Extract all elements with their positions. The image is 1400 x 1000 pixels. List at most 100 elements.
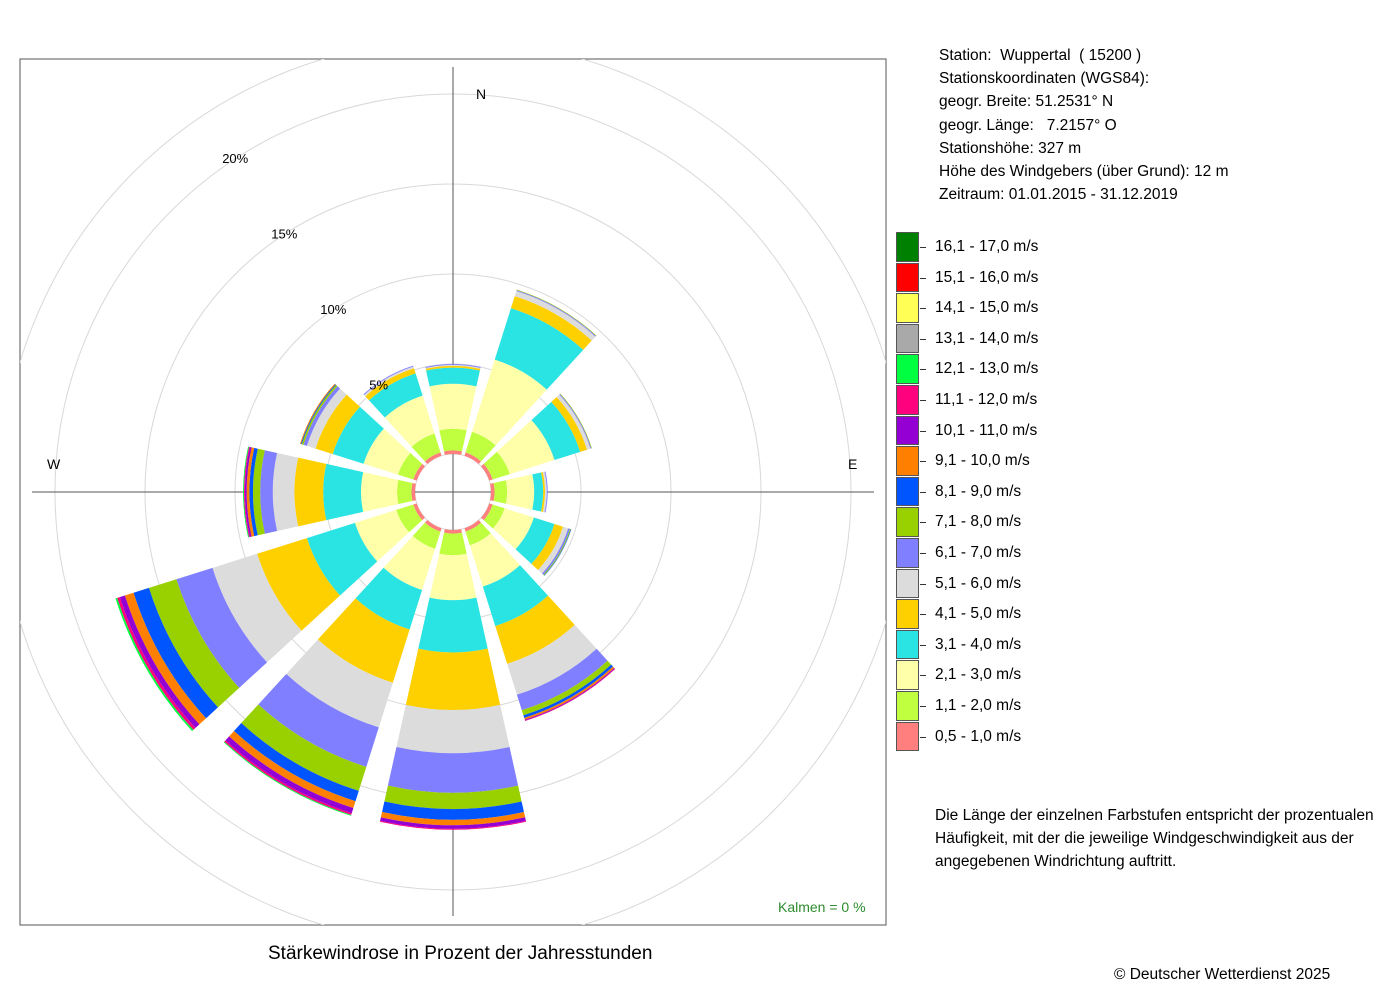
sector-band: [286, 639, 393, 728]
legend-swatch: [896, 293, 919, 323]
sector-band: [532, 472, 544, 512]
legend-swatch: [896, 629, 919, 660]
sector-band: [384, 395, 435, 447]
sector-band: [258, 673, 379, 767]
sector-band: [482, 565, 548, 627]
sector-band: [495, 595, 575, 664]
legend-tick: [920, 522, 926, 524]
compass-label-north: N: [476, 86, 486, 102]
sector-band: [472, 359, 547, 446]
legend-label: 16,1 - 17,0 m/s: [935, 238, 1039, 255]
legend-label: 9,1 - 10,0 m/s: [935, 452, 1030, 470]
sector-band: [382, 801, 524, 820]
sector-band: [315, 394, 360, 455]
sector-band: [301, 384, 338, 445]
sector-band: [229, 731, 356, 809]
sector-band: [439, 428, 467, 452]
sector-band: [365, 368, 416, 401]
sector-band: [515, 517, 555, 564]
legend-swatch: [896, 476, 919, 507]
sector-240: [115, 503, 425, 732]
ring-label: 15%: [271, 227, 297, 242]
sector-band: [249, 447, 258, 537]
sector-band: [464, 452, 482, 464]
sector-band: [212, 553, 302, 663]
legend-tick: [920, 461, 926, 463]
sector-band: [360, 472, 399, 512]
sector-band: [444, 450, 462, 455]
sector-band: [380, 812, 526, 826]
station-line: Stationskoordinaten (WGS84):: [939, 70, 1150, 88]
sector-band: [380, 817, 526, 829]
sector-band: [241, 704, 367, 791]
sector-band: [233, 723, 359, 802]
legend-swatch: [896, 690, 919, 721]
sector-band: [505, 474, 535, 510]
sector-band: [397, 452, 423, 480]
sector-band: [272, 453, 299, 531]
sector-210: [223, 520, 442, 816]
legend-label: 13,1 - 14,0 m/s: [935, 329, 1039, 347]
legend-swatch: [896, 354, 919, 384]
sector-band: [521, 660, 612, 716]
legend-swatch: [896, 446, 919, 476]
legend-swatch: [896, 721, 919, 752]
sector-band: [483, 504, 505, 529]
sector-band: [225, 736, 354, 814]
sector-band: [119, 595, 200, 729]
sector-band: [306, 388, 347, 449]
sector-band: [294, 457, 327, 527]
sector-band: [384, 785, 522, 810]
sector-band: [465, 522, 491, 546]
compass-label-west: W: [47, 456, 61, 472]
legend-tick: [920, 247, 926, 248]
sector-band: [424, 520, 442, 532]
ring-label: 10%: [320, 302, 346, 317]
sector-band: [481, 463, 493, 481]
sector-band: [354, 509, 410, 562]
sector-30: [464, 289, 597, 464]
legend-label: 6,1 - 7,0 m/s: [935, 543, 1022, 561]
ring-label: 20%: [222, 151, 248, 166]
legend-swatch: [896, 568, 919, 599]
sector-band: [397, 479, 413, 505]
sector-band: [523, 664, 614, 718]
sector-band: [405, 648, 501, 710]
station-line: Höhe des Windgebers (über Grund): 12 m: [939, 163, 1229, 181]
sector-band: [244, 446, 252, 538]
sector-band: [413, 463, 425, 481]
sector-180: [379, 529, 527, 830]
legend-swatch: [896, 323, 919, 354]
legend-tick: [920, 552, 926, 554]
sector-band: [425, 363, 481, 368]
legend-tick: [920, 614, 926, 616]
sector-band: [531, 524, 564, 570]
sector-band: [413, 503, 425, 521]
sector-band: [418, 597, 488, 653]
compass-label-east: E: [848, 456, 857, 472]
legend-swatch: [896, 507, 919, 537]
sector-band: [426, 367, 480, 387]
legend-swatch: [896, 232, 919, 262]
sector-band: [469, 533, 521, 587]
sector-0: [425, 363, 481, 455]
sector-60: [481, 393, 592, 481]
legend-label: 11,1 - 12,0 m/s: [935, 390, 1038, 408]
note-line: angegebenen Windrichtung auftritt.: [935, 853, 1177, 871]
note-line: Häufigkeit, mit der die jeweilige Windge…: [935, 830, 1354, 848]
legend-tick: [920, 369, 926, 371]
legend-tick: [920, 705, 926, 707]
sector-band: [444, 529, 462, 534]
station-line: geogr. Breite: 51.2531° N: [939, 93, 1114, 111]
legend-label: 10,1 - 11,0 m/s: [935, 421, 1038, 439]
sector-band: [551, 397, 588, 452]
sector-330: [363, 365, 442, 464]
sector-band: [542, 471, 547, 513]
legend-tick: [920, 338, 926, 340]
sector-120: [481, 503, 572, 576]
ring-label: 5%: [369, 378, 388, 393]
sector-band: [396, 504, 423, 533]
legend-label: 14,1 - 15,0 m/s: [935, 299, 1039, 317]
sector-band: [424, 452, 442, 464]
